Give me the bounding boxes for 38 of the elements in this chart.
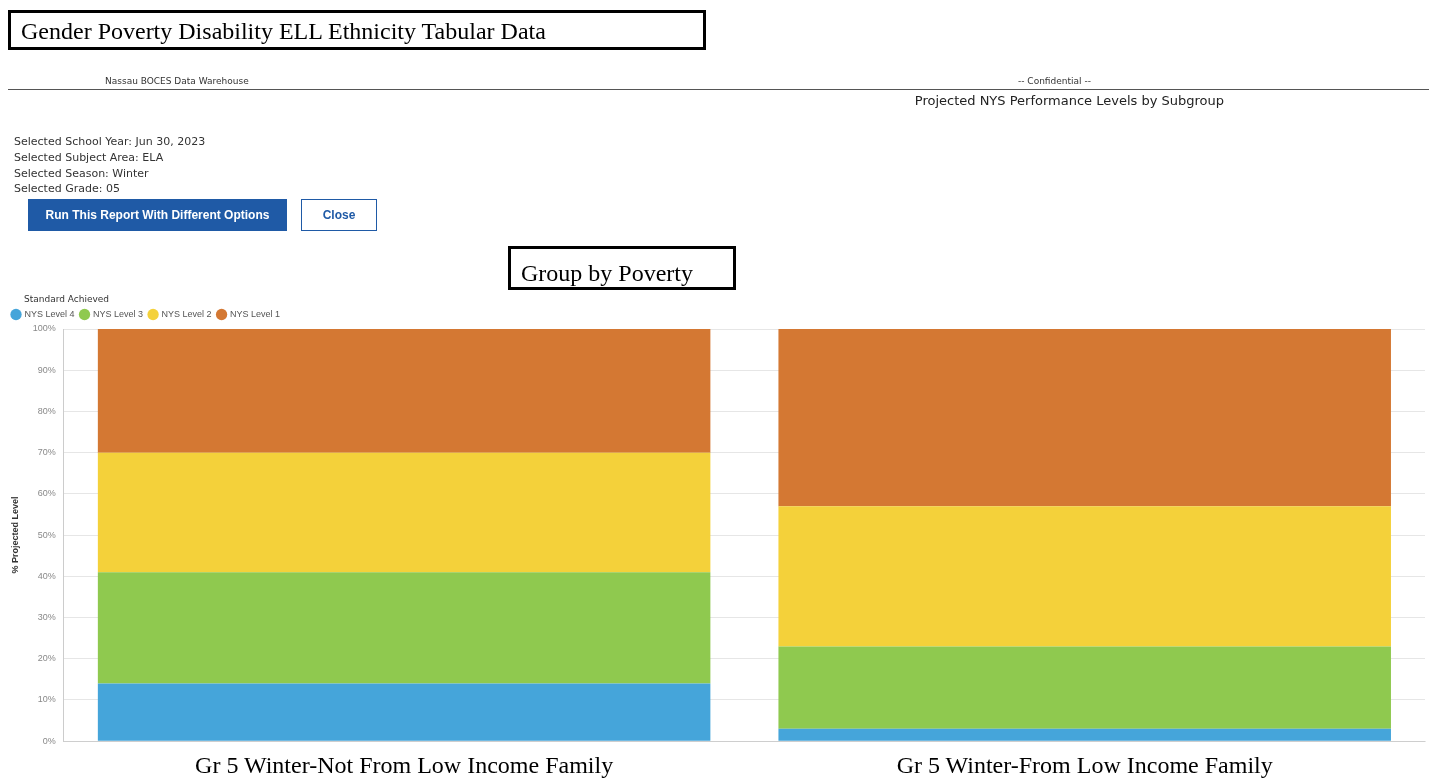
chart-title: Projected NYS Performance Levels by Subgroup bbox=[914, 93, 1224, 108]
text: Run This Report With Different Options bbox=[28, 199, 287, 231]
y-axis-title: % Projected Level bbox=[9, 496, 20, 574]
bar bbox=[97, 452, 711, 573]
legend-label: NYS Level 2 bbox=[161, 308, 212, 319]
bar bbox=[97, 572, 711, 684]
x-tick-label: Gr 5 Winter-From Low Income Family bbox=[896, 751, 1273, 778]
bar bbox=[97, 329, 711, 453]
legend-label: NYS Level 1 bbox=[230, 308, 281, 319]
text: Selected Subject Area: ELA bbox=[14, 151, 164, 164]
text: Gender Poverty Disability ELL Ethnicity Tabular Data bbox=[8, 10, 706, 50]
text: Close bbox=[301, 199, 377, 231]
legend-label: NYS Level 3 bbox=[93, 308, 144, 319]
y-tick-label: 30% bbox=[37, 612, 56, 623]
y-tick-label: 50% bbox=[37, 529, 56, 540]
text: -- Confidential -- bbox=[1018, 76, 1091, 86]
y-tick-label: 100% bbox=[32, 323, 56, 334]
y-tick-label: 90% bbox=[37, 364, 56, 375]
y-tick-label: 10% bbox=[37, 694, 56, 705]
y-tick-label: 40% bbox=[37, 570, 56, 581]
bar bbox=[778, 329, 1391, 507]
y-tick-label: 60% bbox=[37, 488, 56, 499]
y-tick-label: 70% bbox=[37, 447, 56, 458]
bar bbox=[778, 728, 1391, 741]
text: Nassau BOCES Data Warehouse bbox=[105, 76, 249, 86]
legend-title: Standard Achieved bbox=[24, 294, 110, 304]
text: Group by Poverty bbox=[508, 246, 736, 290]
bar bbox=[778, 506, 1391, 647]
y-tick-label: 80% bbox=[37, 405, 56, 416]
x-tick-label: Gr 5 Winter-Not From Low Income Family bbox=[195, 751, 614, 778]
text: Selected Grade: 05 bbox=[14, 182, 120, 195]
bar bbox=[778, 646, 1391, 729]
text: Selected Season: Winter bbox=[14, 167, 149, 180]
y-tick-label: 0% bbox=[42, 735, 56, 746]
bar bbox=[97, 683, 711, 741]
legend-label: NYS Level 4 bbox=[24, 308, 75, 319]
y-tick-label: 20% bbox=[37, 653, 56, 664]
text: Selected School Year: Jun 30, 2023 bbox=[14, 135, 206, 148]
